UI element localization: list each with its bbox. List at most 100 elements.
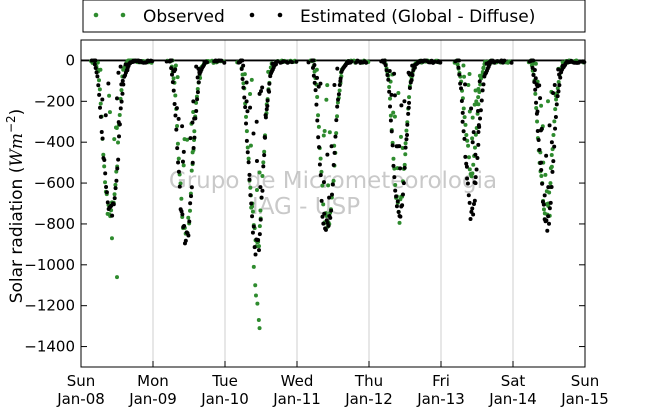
data-point	[384, 68, 389, 73]
data-point	[539, 168, 544, 173]
data-point	[329, 208, 334, 213]
data-point	[549, 184, 554, 189]
data-point	[97, 92, 102, 97]
data-point	[460, 119, 465, 124]
data-point	[477, 124, 482, 129]
data-point	[116, 140, 121, 145]
data-point	[388, 118, 393, 123]
data-point	[92, 62, 97, 67]
data-point	[406, 70, 411, 75]
data-point	[94, 70, 99, 75]
data-point	[551, 132, 556, 137]
data-point	[268, 74, 273, 79]
data-point	[188, 201, 193, 206]
legend-marker-observed	[93, 12, 99, 18]
data-point	[257, 170, 262, 175]
data-point	[331, 162, 336, 167]
data-point	[99, 129, 104, 134]
data-point	[396, 209, 401, 214]
data-point	[545, 99, 550, 104]
data-point	[117, 134, 122, 139]
data-point	[242, 72, 247, 77]
data-point	[535, 119, 540, 124]
data-point	[120, 91, 125, 96]
data-point	[254, 159, 259, 164]
data-point	[115, 96, 119, 101]
data-point	[109, 236, 114, 241]
data-point	[478, 82, 483, 87]
data-point	[473, 132, 478, 137]
data-point	[388, 113, 393, 118]
data-point	[195, 75, 200, 80]
data-point	[321, 133, 326, 138]
x-tick-label-day: Fri	[432, 372, 450, 390]
data-point	[173, 113, 178, 118]
data-point	[544, 153, 549, 158]
data-point	[538, 96, 543, 101]
data-point	[180, 159, 185, 164]
data-point	[193, 116, 198, 121]
legend: Observed Estimated (Global - Diffuse)	[82, 0, 586, 33]
data-point	[406, 111, 411, 116]
data-point	[553, 115, 558, 120]
data-point	[174, 127, 179, 132]
data-point	[391, 163, 396, 168]
data-point	[240, 58, 245, 63]
data-point	[189, 194, 194, 199]
data-point	[318, 156, 323, 161]
x-tick-label-date: Jan-08	[56, 390, 105, 408]
data-point	[164, 59, 169, 64]
x-tick-label-date: Jan-10	[200, 390, 249, 408]
data-point	[392, 114, 397, 119]
data-point	[475, 155, 480, 160]
data-point	[120, 78, 125, 83]
data-point	[115, 275, 119, 280]
x-tick-label-date: Jan-14	[488, 390, 537, 408]
data-point	[389, 92, 394, 97]
data-point	[316, 84, 321, 89]
data-point	[110, 213, 115, 218]
data-point	[456, 65, 461, 70]
data-point	[552, 82, 557, 87]
x-tick-label-date: Jan-13	[416, 390, 465, 408]
data-point	[245, 145, 250, 150]
data-point	[253, 252, 258, 257]
data-point	[533, 61, 538, 66]
data-point	[402, 99, 407, 104]
data-point	[244, 114, 249, 119]
data-point	[332, 150, 337, 155]
data-point	[243, 105, 248, 110]
data-point	[98, 114, 103, 119]
data-point	[540, 181, 545, 186]
data-point	[258, 208, 263, 213]
data-point	[98, 101, 103, 106]
data-point	[549, 140, 554, 145]
data-point	[385, 73, 390, 78]
data-point	[438, 60, 443, 65]
data-point	[531, 72, 536, 77]
y-tick-label: −1200	[24, 297, 75, 315]
data-point	[175, 146, 180, 151]
data-point	[248, 185, 253, 190]
data-point	[103, 171, 108, 176]
data-point	[556, 89, 561, 94]
data-point	[253, 283, 258, 288]
data-point	[554, 102, 559, 107]
data-point	[546, 185, 551, 190]
data-point	[244, 80, 249, 85]
data-point	[546, 214, 551, 219]
data-point	[312, 80, 317, 85]
data-point	[419, 58, 424, 63]
data-point	[172, 101, 177, 106]
data-point	[241, 63, 246, 68]
data-point	[462, 115, 467, 120]
data-point	[241, 85, 246, 90]
data-point	[386, 77, 391, 82]
data-point	[337, 88, 342, 93]
y-axis-title: Solar radiation (Wm−2)	[4, 109, 27, 304]
data-point	[319, 169, 324, 174]
data-point	[335, 66, 340, 71]
data-point	[551, 91, 556, 96]
data-point	[553, 126, 558, 131]
y-tick-label: −1000	[24, 256, 75, 274]
